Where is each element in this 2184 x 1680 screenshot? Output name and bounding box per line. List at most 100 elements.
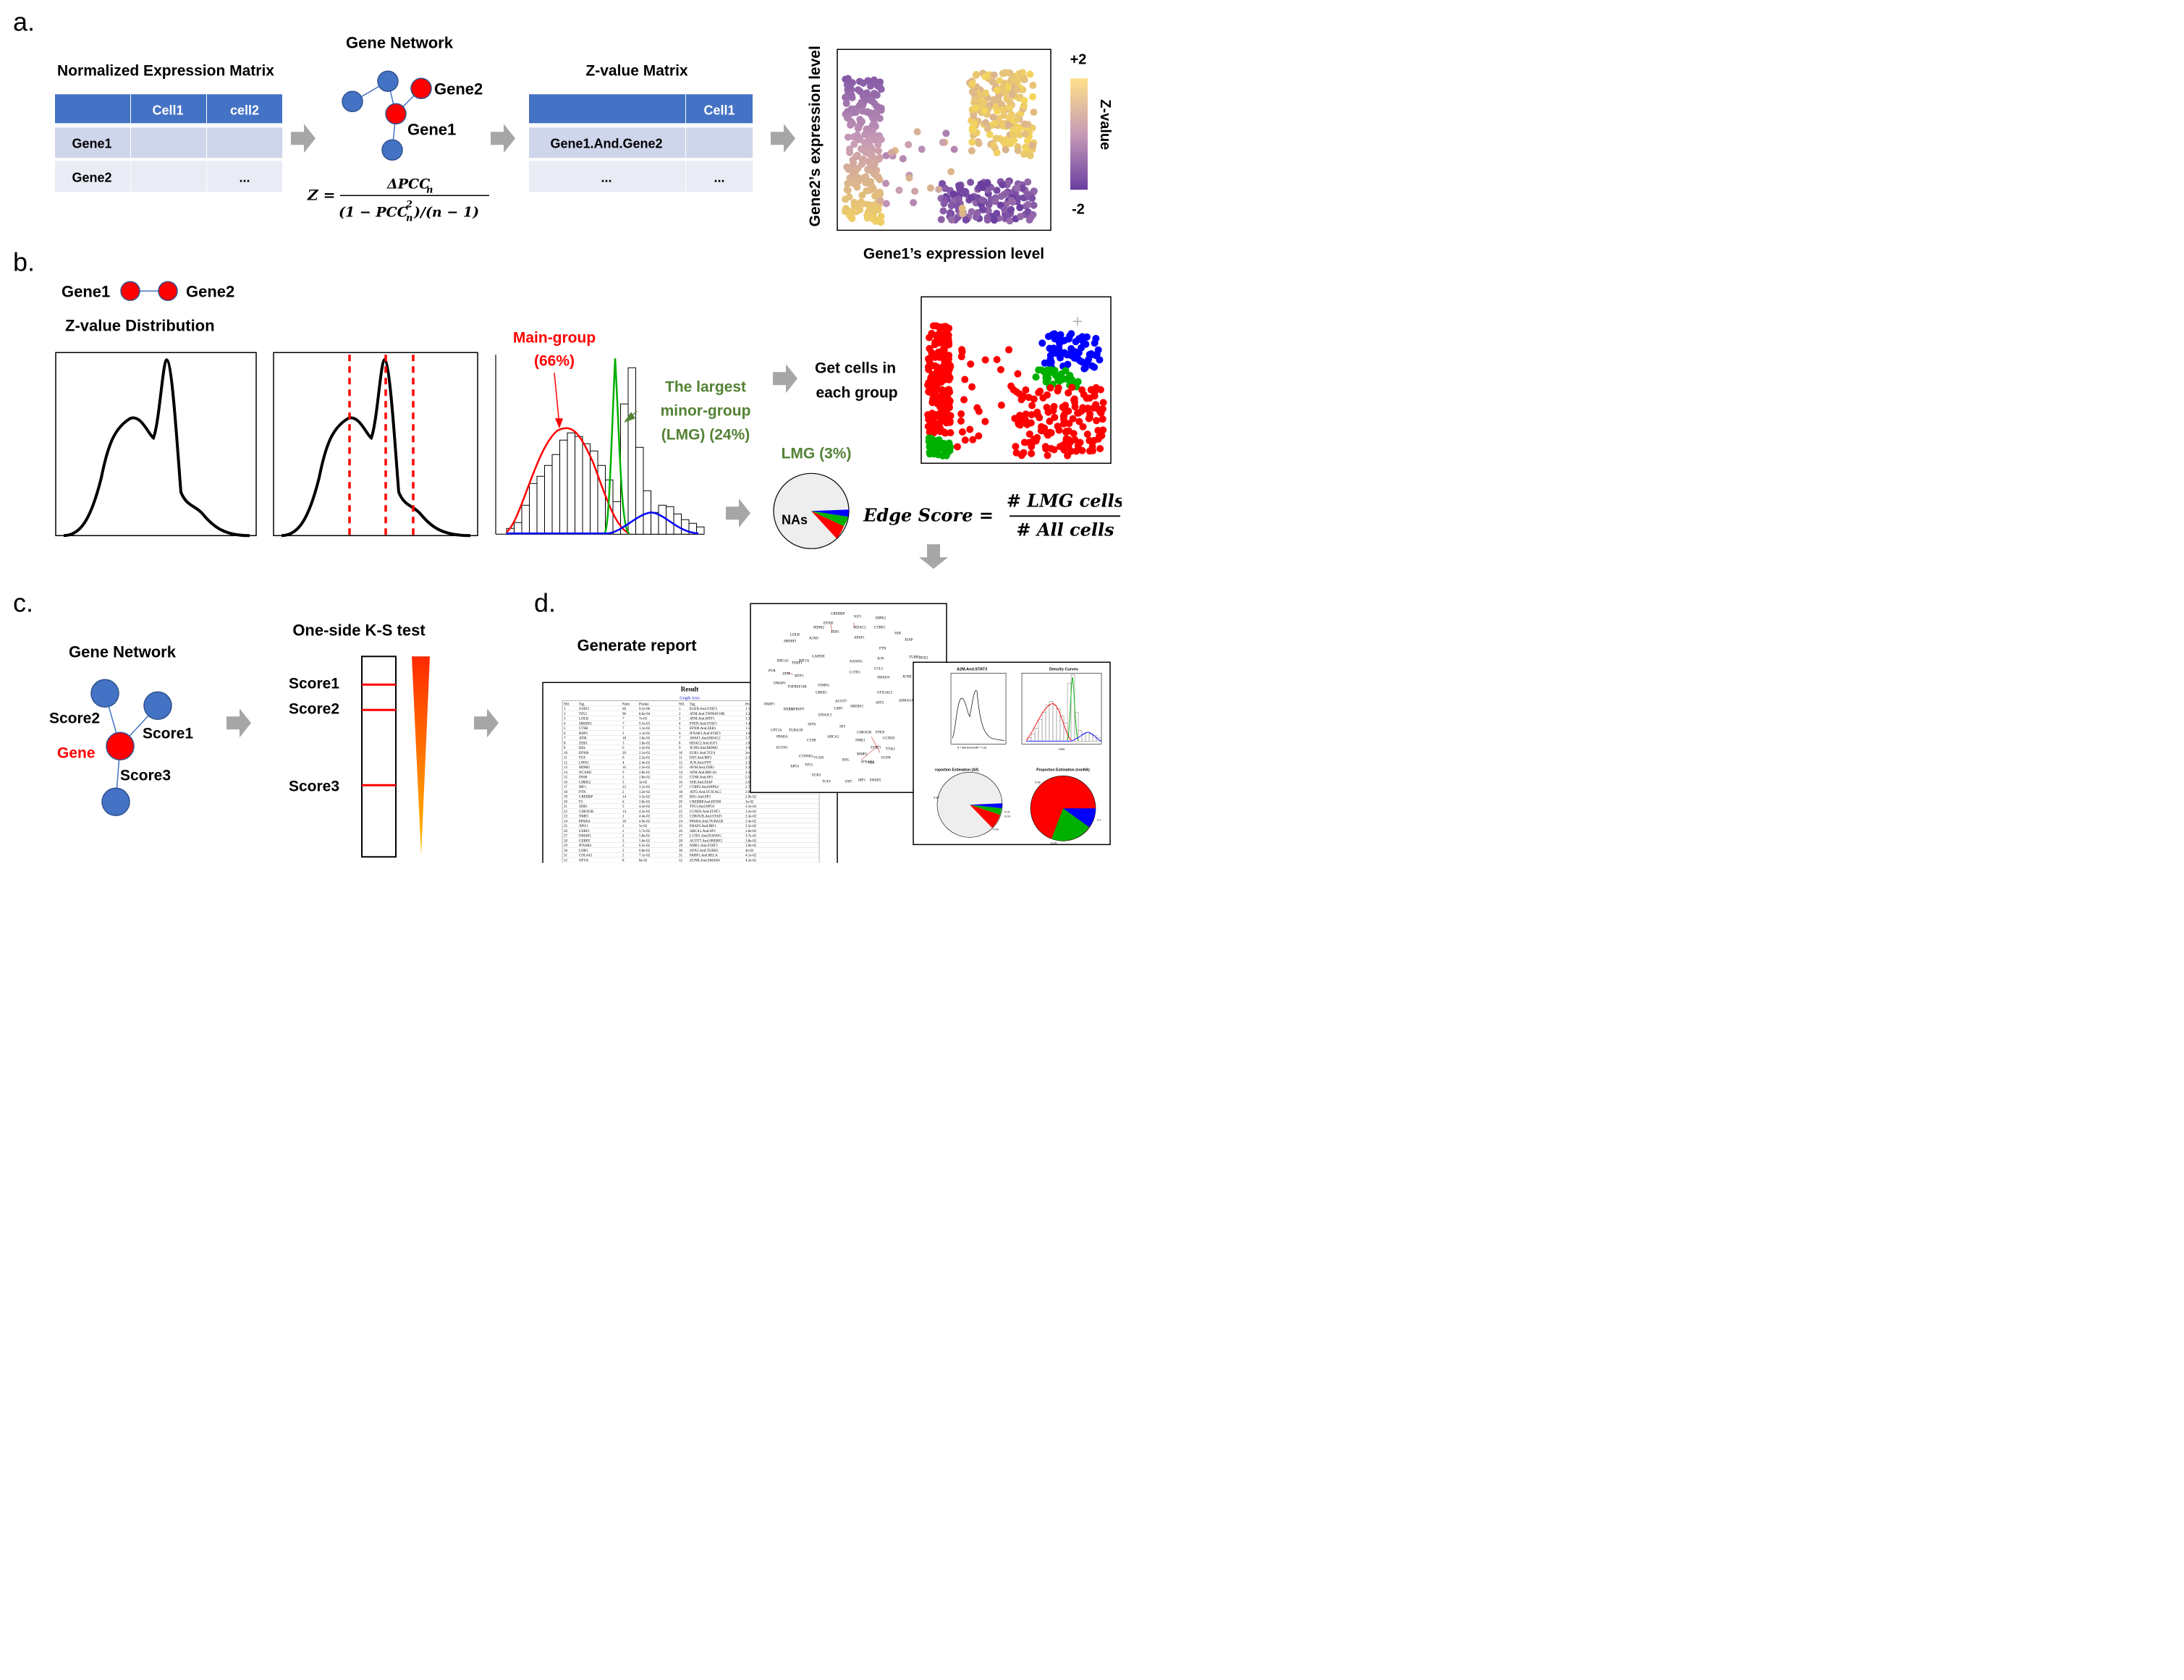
scatter-point	[945, 374, 953, 382]
scatter-point	[1007, 205, 1015, 213]
result-cell: 32	[564, 859, 568, 862]
scatter-point	[859, 107, 867, 115]
network-gene-label: GAPDH	[812, 655, 825, 658]
network-gene-label: ABCA1	[827, 735, 839, 739]
scatter-point	[856, 205, 864, 213]
scatter-point	[1024, 178, 1032, 186]
result-cell: 6	[622, 800, 625, 804]
result-cell: 2	[622, 825, 625, 828]
scatter-point	[1028, 142, 1036, 150]
scatter-point	[1016, 203, 1024, 211]
scatter-point	[1075, 409, 1083, 417]
network-gene-label: L1TD1	[850, 671, 860, 674]
result-cell: ZEB1	[579, 742, 588, 745]
colorbar-label: Z-value	[1097, 99, 1113, 150]
colorbar	[1070, 78, 1088, 190]
result-cell: FUS	[579, 757, 585, 760]
network-gene-label: CCND3	[883, 737, 895, 740]
network-gene-label: JUND	[809, 637, 818, 640]
scatter-point	[1044, 391, 1051, 399]
network-gene-label: SP3	[839, 725, 846, 729]
network-gene-label: TUBA1B	[789, 729, 803, 732]
result-cell: JUND.And.MDM2	[690, 747, 718, 750]
scatter-point	[926, 385, 934, 393]
result-cell: 14	[622, 796, 627, 799]
scatter-point	[953, 443, 961, 451]
node	[377, 70, 399, 93]
scatter-point	[1007, 111, 1015, 119]
result-header-cell: Pvalue	[639, 703, 649, 706]
scatter-point	[989, 114, 997, 122]
gene-label: Gene	[57, 744, 96, 761]
scatter-point	[960, 396, 968, 404]
scatter-point	[1025, 394, 1033, 402]
scatter-point	[979, 184, 987, 192]
scatter-point	[1013, 86, 1021, 94]
scatter-point	[968, 138, 976, 146]
result-cell: 3e-02	[745, 800, 754, 804]
scatter-point	[1053, 373, 1061, 381]
scatter-point	[1069, 415, 1077, 423]
scatter-point	[997, 402, 1005, 410]
result-cell: 4	[564, 722, 566, 726]
network-gene-label: PVR	[769, 669, 776, 673]
result-cell: JUN.And.PTN	[690, 761, 711, 765]
network-gene-label: SSB	[894, 632, 902, 635]
scatter-point	[1096, 445, 1104, 453]
result-cell: 8	[679, 742, 681, 745]
mini-histogram-bar	[1045, 705, 1050, 742]
result-cell: 11	[564, 757, 567, 760]
scatter-point	[996, 77, 1004, 85]
scatter-point	[927, 376, 935, 384]
result-cell: ZEB1	[579, 805, 588, 809]
mini-histogram-bar	[1034, 728, 1039, 742]
scatter-point	[991, 119, 999, 127]
result-cell: ATM.And.TNFRSF10B	[690, 713, 725, 716]
result-cell: 1.6e-02	[639, 737, 651, 741]
result-cell: 2	[622, 835, 625, 839]
scatter-point	[934, 451, 942, 459]
result-cell: COL4A1	[579, 854, 593, 858]
result-cell: 3.1e-02	[745, 805, 757, 809]
result-cell: XPO1	[579, 825, 588, 828]
scatter-point	[1068, 383, 1076, 391]
result-cell: ATM.And.MTF1	[690, 718, 715, 721]
scatter-y-label: Gene2’s expression level	[807, 46, 824, 226]
score1-label: Score1	[143, 725, 193, 742]
scatter-point	[942, 130, 950, 137]
result-links[interactable]: Graph Arcs	[680, 696, 700, 700]
scatter-point	[924, 423, 932, 430]
result-cell: 3.5e-02	[745, 825, 757, 828]
scatter-point	[1030, 109, 1038, 116]
scatter-point	[1038, 339, 1046, 347]
scatter-point	[1009, 198, 1017, 206]
scatter-point	[1002, 69, 1010, 77]
panel-label-a: a.	[13, 7, 35, 36]
scatter-point	[1084, 404, 1092, 412]
result-cell: 6.5e-02	[639, 844, 651, 848]
gene-network-title: Gene Network	[346, 33, 454, 51]
scatter-point	[1016, 412, 1024, 420]
scatter-point	[1002, 136, 1010, 144]
scatter-point	[939, 138, 947, 146]
pie-all-label-4: 0.09	[993, 827, 999, 831]
network-gene-label: IFNAR1	[861, 760, 874, 764]
network-gene-label: ERAP2	[870, 779, 881, 782]
scatter-point	[981, 356, 989, 364]
scatter-point	[871, 192, 879, 200]
scatter-point	[928, 329, 936, 337]
network-gene-label: HIPK2	[876, 616, 886, 620]
scatter-point	[850, 202, 858, 210]
result-cell: 2.9e-02	[745, 796, 757, 799]
result-cell: LPIN1	[579, 761, 589, 765]
scatter-point	[929, 439, 937, 447]
scatter-point	[981, 107, 989, 115]
result-cell: 2e-02	[745, 752, 754, 755]
scatter-point	[1077, 357, 1085, 365]
scatter-point	[1072, 447, 1080, 455]
scatter-point	[1078, 446, 1086, 454]
scatter-point	[1083, 333, 1091, 341]
scatter-point	[991, 103, 999, 111]
scatter-point	[1014, 146, 1022, 154]
scatter-point	[911, 187, 919, 195]
